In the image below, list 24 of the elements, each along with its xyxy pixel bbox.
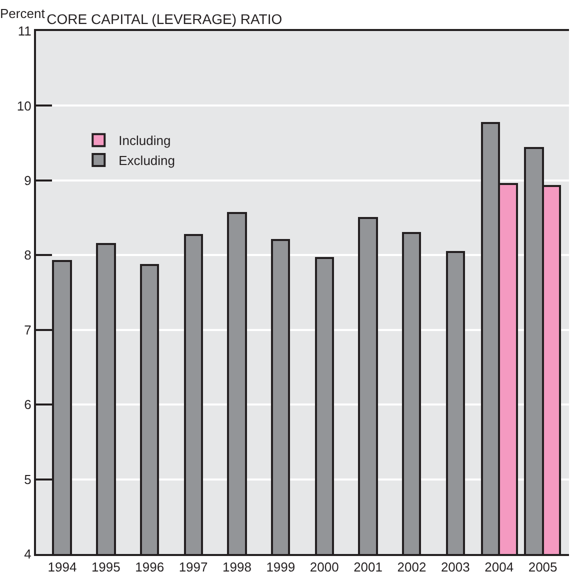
x-tick-label: 1995 [91, 560, 120, 575]
y-tick-label: 7 [24, 322, 32, 338]
x-tick-label: 2002 [397, 560, 426, 575]
legend-label: Including [118, 133, 171, 148]
y-tick-label: 4 [24, 546, 32, 562]
x-tick-label: 1997 [178, 560, 208, 575]
y-tick-label: 11 [18, 24, 32, 39]
x-tick-label: 2005 [528, 560, 558, 575]
y-tick-label: 10 [16, 98, 32, 114]
y-tick-label: 9 [24, 172, 32, 188]
x-tick-label: 2000 [310, 560, 339, 575]
x-tick-label: 1999 [266, 560, 296, 575]
x-tick-label: 2004 [484, 560, 514, 575]
y-tick-label: 5 [24, 472, 32, 487]
x-tick-label: 2003 [440, 560, 470, 575]
chart-title: CORE CAPITAL (LEVERAGE) RATIO [46, 10, 282, 27]
x-tick-label: 1996 [135, 560, 164, 575]
legend-label: Excluding [118, 153, 176, 168]
x-tick-label: 1994 [48, 560, 77, 575]
y-tick-label: 8 [24, 248, 32, 263]
y-axis-title: Percent [0, 6, 46, 21]
x-tick-label: 2001 [354, 560, 382, 575]
x-tick-label: 1998 [222, 560, 252, 575]
y-tick-label: 6 [24, 397, 32, 412]
